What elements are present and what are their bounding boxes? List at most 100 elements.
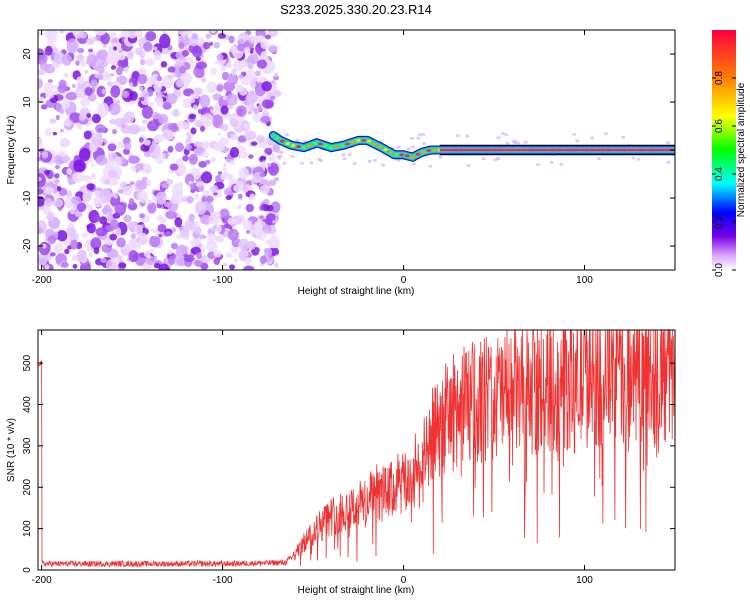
noise-blob <box>88 252 94 258</box>
noise-blob <box>549 160 554 164</box>
noise-blob <box>225 252 233 259</box>
noise-blob <box>152 46 158 51</box>
noise-blob <box>210 156 217 162</box>
noise-blob <box>270 201 281 213</box>
noise-blob <box>52 131 58 136</box>
noise-blob <box>60 137 69 147</box>
noise-blob <box>418 133 423 137</box>
noise-blob <box>57 151 66 158</box>
noise-blob <box>72 172 85 183</box>
noise-blob <box>199 94 211 108</box>
noise-blob <box>101 88 106 95</box>
noise-blob <box>168 255 176 265</box>
track-hotspot <box>366 139 372 143</box>
spectrogram-x-label: Height of straight line (km) <box>298 286 415 297</box>
noise-blob <box>121 185 134 196</box>
noise-blob <box>56 230 68 242</box>
noise-blob <box>188 113 197 120</box>
noise-blob <box>481 157 486 161</box>
noise-blob <box>173 72 178 78</box>
noise-blob <box>237 136 245 143</box>
noise-blob <box>109 219 119 230</box>
noise-blob <box>226 75 237 84</box>
track-hotspot <box>307 144 312 147</box>
noise-blob <box>256 104 263 111</box>
noise-blob <box>164 153 170 158</box>
noise-blob <box>118 262 127 269</box>
noise-blob <box>202 140 211 150</box>
noise-blob <box>217 32 227 39</box>
noise-blob <box>97 65 105 74</box>
noise-blob <box>300 161 305 165</box>
snr-series <box>38 330 675 569</box>
noise-blob <box>250 229 260 237</box>
noise-blob <box>182 155 189 162</box>
noise-blob <box>121 124 127 129</box>
noise-blob <box>206 81 217 94</box>
noise-blob <box>100 258 107 263</box>
noise-blob <box>54 179 60 184</box>
noise-blob <box>192 104 198 111</box>
noise-blob <box>229 264 236 270</box>
noise-blob <box>120 30 131 38</box>
noise-blob <box>60 99 71 109</box>
noise-blob <box>81 232 89 238</box>
noise-blob <box>95 155 108 166</box>
noise-blob <box>107 143 117 152</box>
noise-blob <box>52 198 64 208</box>
noise-blob <box>44 30 53 39</box>
noise-blob <box>181 49 190 57</box>
noise-blob <box>195 61 208 70</box>
track-hotspot <box>328 146 334 150</box>
noise-blob <box>238 167 250 180</box>
noise-blob <box>212 114 223 128</box>
noise-blob <box>367 159 372 163</box>
spectrogram-y-tick-label: 10 <box>22 96 33 108</box>
noise-blob <box>74 210 82 217</box>
noise-blob <box>112 128 117 135</box>
noise-blob <box>38 227 44 234</box>
noise-blob <box>284 133 289 137</box>
noise-blob <box>76 202 87 212</box>
snr-line <box>38 330 675 569</box>
noise-blob <box>245 184 250 188</box>
noise-blob <box>165 267 171 270</box>
noise-blob <box>55 102 63 113</box>
noise-blob <box>65 190 73 198</box>
spectrogram-y-tick-label: -20 <box>22 238 33 253</box>
noise-blob <box>38 253 48 266</box>
track-hotspot <box>318 142 323 146</box>
noise-blob <box>247 62 254 70</box>
noise-blob <box>243 265 255 270</box>
noise-blob <box>207 239 214 245</box>
noise-blob <box>223 81 236 92</box>
noise-blob <box>101 207 113 216</box>
noise-blob <box>93 214 101 223</box>
noise-blob <box>72 264 78 269</box>
colorbar-tick-label: 0.6 <box>714 119 725 133</box>
noise-blob <box>151 112 161 120</box>
noise-blob <box>104 159 115 170</box>
noise-blob <box>38 78 43 89</box>
noise-blob <box>223 262 228 267</box>
spectrogram-x-tick-label: -100 <box>213 275 233 286</box>
track-hotspot <box>426 149 432 152</box>
noise-blob <box>216 235 225 243</box>
track-hotspot <box>339 144 345 147</box>
noise-blob <box>176 79 184 88</box>
noise-blob <box>381 163 386 167</box>
noise-blob <box>128 198 135 205</box>
snr-frame <box>37 329 676 571</box>
spectrogram-x-tick-label: -200 <box>32 275 52 286</box>
noise-blob <box>210 67 217 76</box>
noise-blob <box>500 131 505 135</box>
noise-blob <box>202 190 210 196</box>
noise-blob <box>76 123 83 130</box>
spectrogram-noise <box>38 30 674 270</box>
noise-blob <box>38 31 42 37</box>
noise-blob <box>91 136 104 148</box>
noise-blob <box>47 79 53 83</box>
noise-blob <box>53 50 65 65</box>
noise-blob <box>251 141 258 146</box>
noise-blob <box>181 246 188 255</box>
